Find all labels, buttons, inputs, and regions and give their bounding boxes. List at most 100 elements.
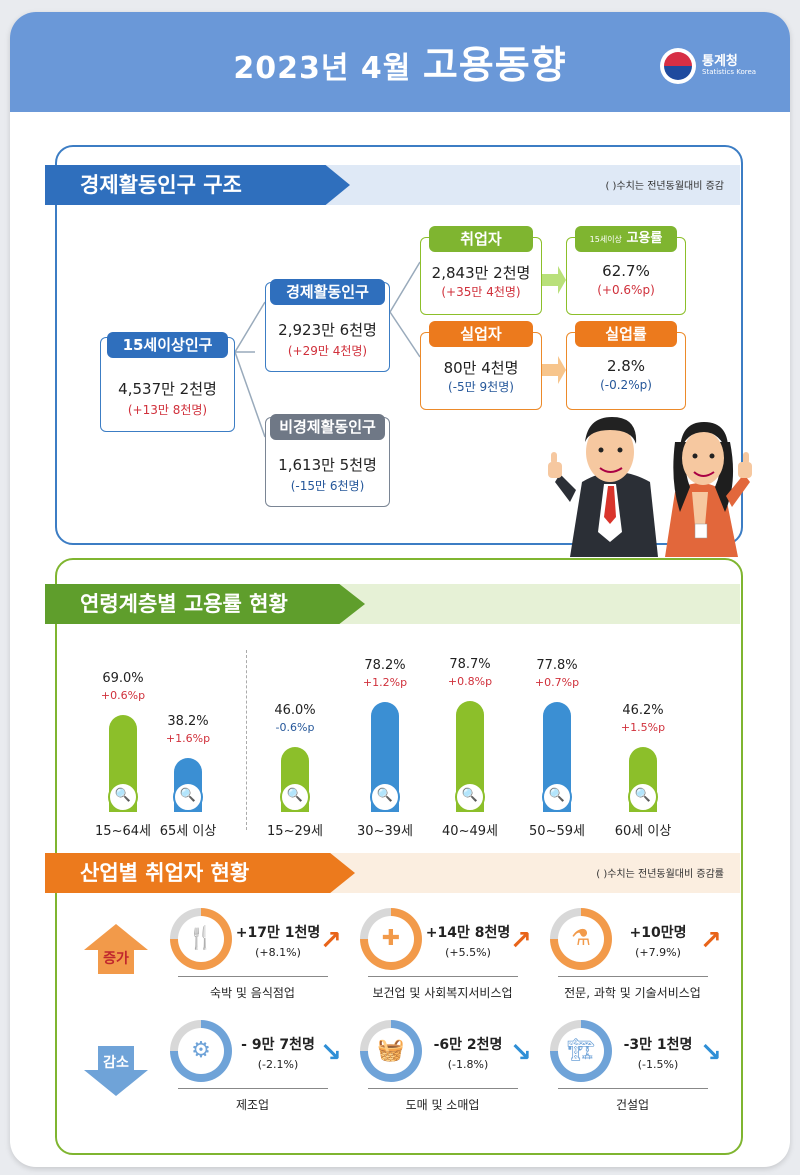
active-change: (+29만 4천명) xyxy=(287,344,368,358)
increase-arrow-icon xyxy=(84,924,148,974)
industry-underline xyxy=(368,976,518,977)
trend-down-arrow-icon: ↘ xyxy=(510,1038,532,1068)
statistics-korea-logo: 통계청 Statistics Korea xyxy=(660,48,770,88)
document-magnifier-icon: 🔍 xyxy=(542,782,572,812)
excavator-icon: 🏗 xyxy=(558,1028,604,1074)
industry-change-value: - 9만 7천명 xyxy=(241,1037,315,1053)
section2-title: 연령계층별 고용률 현황 xyxy=(45,584,365,624)
age-rate-label: 46.2% xyxy=(622,702,664,718)
unemployed-change: (-5만 9천명) xyxy=(448,380,514,394)
section2-banner: 연령계층별 고용률 현황 xyxy=(45,584,740,624)
title-main: 고용동향 xyxy=(422,43,567,87)
industry-underline xyxy=(178,1088,328,1089)
industry-change-value: -6만 2천명 xyxy=(433,1037,503,1053)
industry-underline xyxy=(558,976,708,977)
man-thumbs-up-icon xyxy=(548,417,658,557)
industry-increase-ring: 🍴 xyxy=(170,908,232,970)
arrow-employed-rate xyxy=(542,266,566,294)
lab-flask-icon: ⚗ xyxy=(558,916,604,962)
page-title: 2023년 4월 고용동향 xyxy=(160,34,640,89)
box-economically-inactive: 비경제활동인구 1,613만 5천명 (-15만 6천명) xyxy=(265,414,390,507)
population-15plus-value: 4,537만 2천명 xyxy=(118,380,217,398)
industry-name: 보건업 및 사회복지서비스업 xyxy=(372,986,513,1000)
section3-note: ( )수치는 전년동월대비 증감률 xyxy=(596,869,724,880)
section1-note: ( )수치는 전년동월대비 증감 xyxy=(605,181,724,192)
age-group-divider xyxy=(246,650,247,830)
age-group-label: 15~29세 xyxy=(267,824,323,839)
industry-change-rate: (+8.1%) xyxy=(255,946,301,959)
connector-to-active xyxy=(234,301,266,353)
active-value: 2,923만 6천명 xyxy=(278,321,377,339)
industry-change-rate: (+5.5%) xyxy=(445,946,491,959)
trend-up-arrow-icon: ↗ xyxy=(700,926,722,956)
brand-name: 통계청 xyxy=(702,54,738,69)
header-bar: 2023년 4월 고용동향 통계청 Statistics Korea xyxy=(10,12,790,112)
box-population-15plus: 15세이상인구 4,537만 2천명 (+13만 8천명) xyxy=(100,332,235,432)
industry-underline xyxy=(368,1088,518,1089)
employed-value: 2,843만 2천명 xyxy=(431,264,531,282)
age-rate-change: +0.6%p xyxy=(100,688,146,702)
trend-down-arrow-icon: ↘ xyxy=(700,1038,722,1068)
unemployed-label: 실업자 xyxy=(429,321,533,347)
age-rate-change: +1.2%p xyxy=(362,675,408,689)
age-group-label: 60세 이상 xyxy=(614,824,672,839)
age-rate-label: 78.7% xyxy=(449,657,491,673)
box-economically-active: 경제활동인구 2,923만 6천명 (+29만 4천명) xyxy=(265,279,390,372)
industry-change-rate: (-1.8%) xyxy=(447,1058,489,1071)
employed-label: 취업자 xyxy=(429,226,533,252)
industry-change-rate: (+7.9%) xyxy=(635,946,681,959)
inactive-value: 1,613만 5천명 xyxy=(278,456,377,474)
industry-change-value: +10만명 xyxy=(629,925,687,941)
inactive-change: (-15만 6천명) xyxy=(290,479,365,493)
structure-connectors xyxy=(234,261,566,438)
unemployment-rate-value: 2.8% xyxy=(606,357,646,375)
age-rate-label: 69.0% xyxy=(102,670,144,686)
first-aid-kit-icon: ✚ xyxy=(368,916,414,962)
document-magnifier-icon: 🔍 xyxy=(455,782,485,812)
cartoon-people-illustration xyxy=(548,417,752,557)
title-date: 2023년 4월 xyxy=(233,51,412,86)
age-rate-change: +1.5%p xyxy=(620,720,666,734)
inactive-label: 비경제활동인구 xyxy=(270,414,385,440)
age-rate-label: 46.0% xyxy=(274,703,316,719)
age-rate-label: 38.2% xyxy=(167,714,209,730)
section3-banner: 산업별 취업자 현황 ( )수치는 전년동월대비 증감률 xyxy=(45,853,740,893)
age-rate-change: +0.7%p xyxy=(534,676,580,690)
section3-title: 산업별 취업자 현황 xyxy=(45,853,355,893)
industry-name: 전문, 과학 및 기술서비스업 xyxy=(564,986,701,1000)
section1-title: 경제활동인구 구조 xyxy=(45,165,350,205)
box-unemployed: 실업자 80만 4천명 (-5만 9천명) xyxy=(420,321,542,410)
trend-arrows xyxy=(84,924,148,1096)
unemployed-value: 80만 4천명 xyxy=(443,359,519,377)
connector-to-inactive xyxy=(234,351,266,438)
industry-decrease-ring: ⚙ xyxy=(170,1020,232,1082)
industry-underline xyxy=(178,976,328,977)
industry-name: 숙박 및 음식점업 xyxy=(210,986,295,1000)
age-rate-change: +0.8%p xyxy=(447,675,493,689)
industry-change-value: +14만 8천명 xyxy=(425,925,511,941)
population-15plus-change: (+13만 8천명) xyxy=(127,403,208,417)
employment-rate-change: (+0.6%p) xyxy=(597,283,655,297)
employment-rate-label: 15세이상 고용률 xyxy=(575,226,677,252)
age-rate-change: -0.6%p xyxy=(275,721,315,735)
industry-decrease-ring: 🧺 xyxy=(360,1020,422,1082)
increase-label: 증가 xyxy=(103,951,129,967)
age-group-label: 15~64세 xyxy=(95,824,151,839)
age-rate-label: 77.8% xyxy=(536,658,578,674)
unemployment-rate-label: 실업률 xyxy=(575,321,677,347)
document-magnifier-icon: 🔍 xyxy=(370,782,400,812)
age-group-label: 50~59세 xyxy=(529,824,585,839)
industry-change-value: -3만 1천명 xyxy=(623,1037,693,1053)
section1-banner: 경제활동인구 구조 ( )수치는 전년동월대비 증감 xyxy=(45,165,740,205)
industry-change-value: +17만 1천명 xyxy=(235,925,321,941)
industry-name: 건설업 xyxy=(615,1098,650,1112)
box-employment-rate: 15세이상 고용률 62.7% (+0.6%p) xyxy=(566,226,686,315)
industry-change-rate: (-2.1%) xyxy=(257,1058,299,1071)
decrease-arrow-icon xyxy=(84,1046,148,1096)
document-magnifier-icon: 🔍 xyxy=(628,782,658,812)
connector-to-employed xyxy=(389,261,421,313)
employment-rate-label-main: 고용률 xyxy=(626,231,663,246)
unemployment-rate-change: (-0.2%p) xyxy=(600,378,652,392)
employment-rate-label-small: 15세이상 xyxy=(589,235,622,244)
age-group-label: 30~39세 xyxy=(357,824,413,839)
